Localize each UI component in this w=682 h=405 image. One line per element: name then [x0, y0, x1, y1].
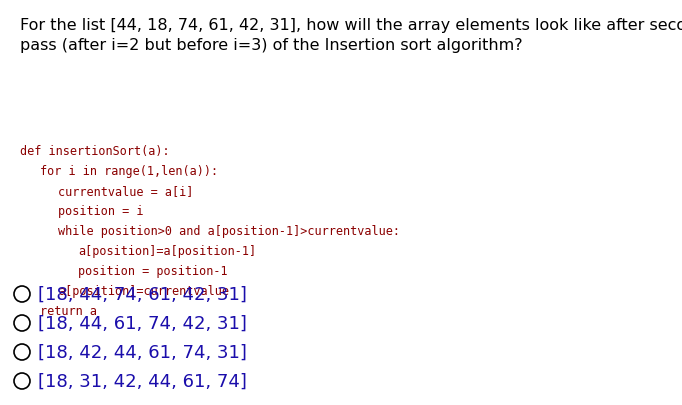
Text: currentvalue = a[i]: currentvalue = a[i] [58, 185, 194, 198]
Text: a[position]=currentvalue: a[position]=currentvalue [58, 284, 229, 297]
Text: [18, 44, 61, 74, 42, 31]: [18, 44, 61, 74, 42, 31] [38, 314, 247, 332]
Text: [18, 31, 42, 44, 61, 74]: [18, 31, 42, 44, 61, 74] [38, 372, 247, 390]
Text: while position>0 and a[position-1]>currentvalue:: while position>0 and a[position-1]>curre… [58, 224, 400, 237]
Text: def insertionSort(a):: def insertionSort(a): [20, 145, 170, 158]
Text: For the list [44, 18, 74, 61, 42, 31], how will the array elements look like aft: For the list [44, 18, 74, 61, 42, 31], h… [20, 18, 682, 33]
Text: return a: return a [40, 304, 97, 317]
Text: [18, 42, 44, 61, 74, 31]: [18, 42, 44, 61, 74, 31] [38, 343, 247, 361]
Text: position = i: position = i [58, 205, 143, 217]
Text: for i in range(1,len(a)):: for i in range(1,len(a)): [40, 164, 218, 177]
Text: [18, 44, 74, 61, 42, 31]: [18, 44, 74, 61, 42, 31] [38, 285, 247, 303]
Text: pass (after i=2 but before i=3) of the Insertion sort algorithm?: pass (after i=2 but before i=3) of the I… [20, 38, 522, 53]
Text: a[position]=a[position-1]: a[position]=a[position-1] [78, 244, 256, 257]
Text: position = position-1: position = position-1 [78, 264, 228, 277]
